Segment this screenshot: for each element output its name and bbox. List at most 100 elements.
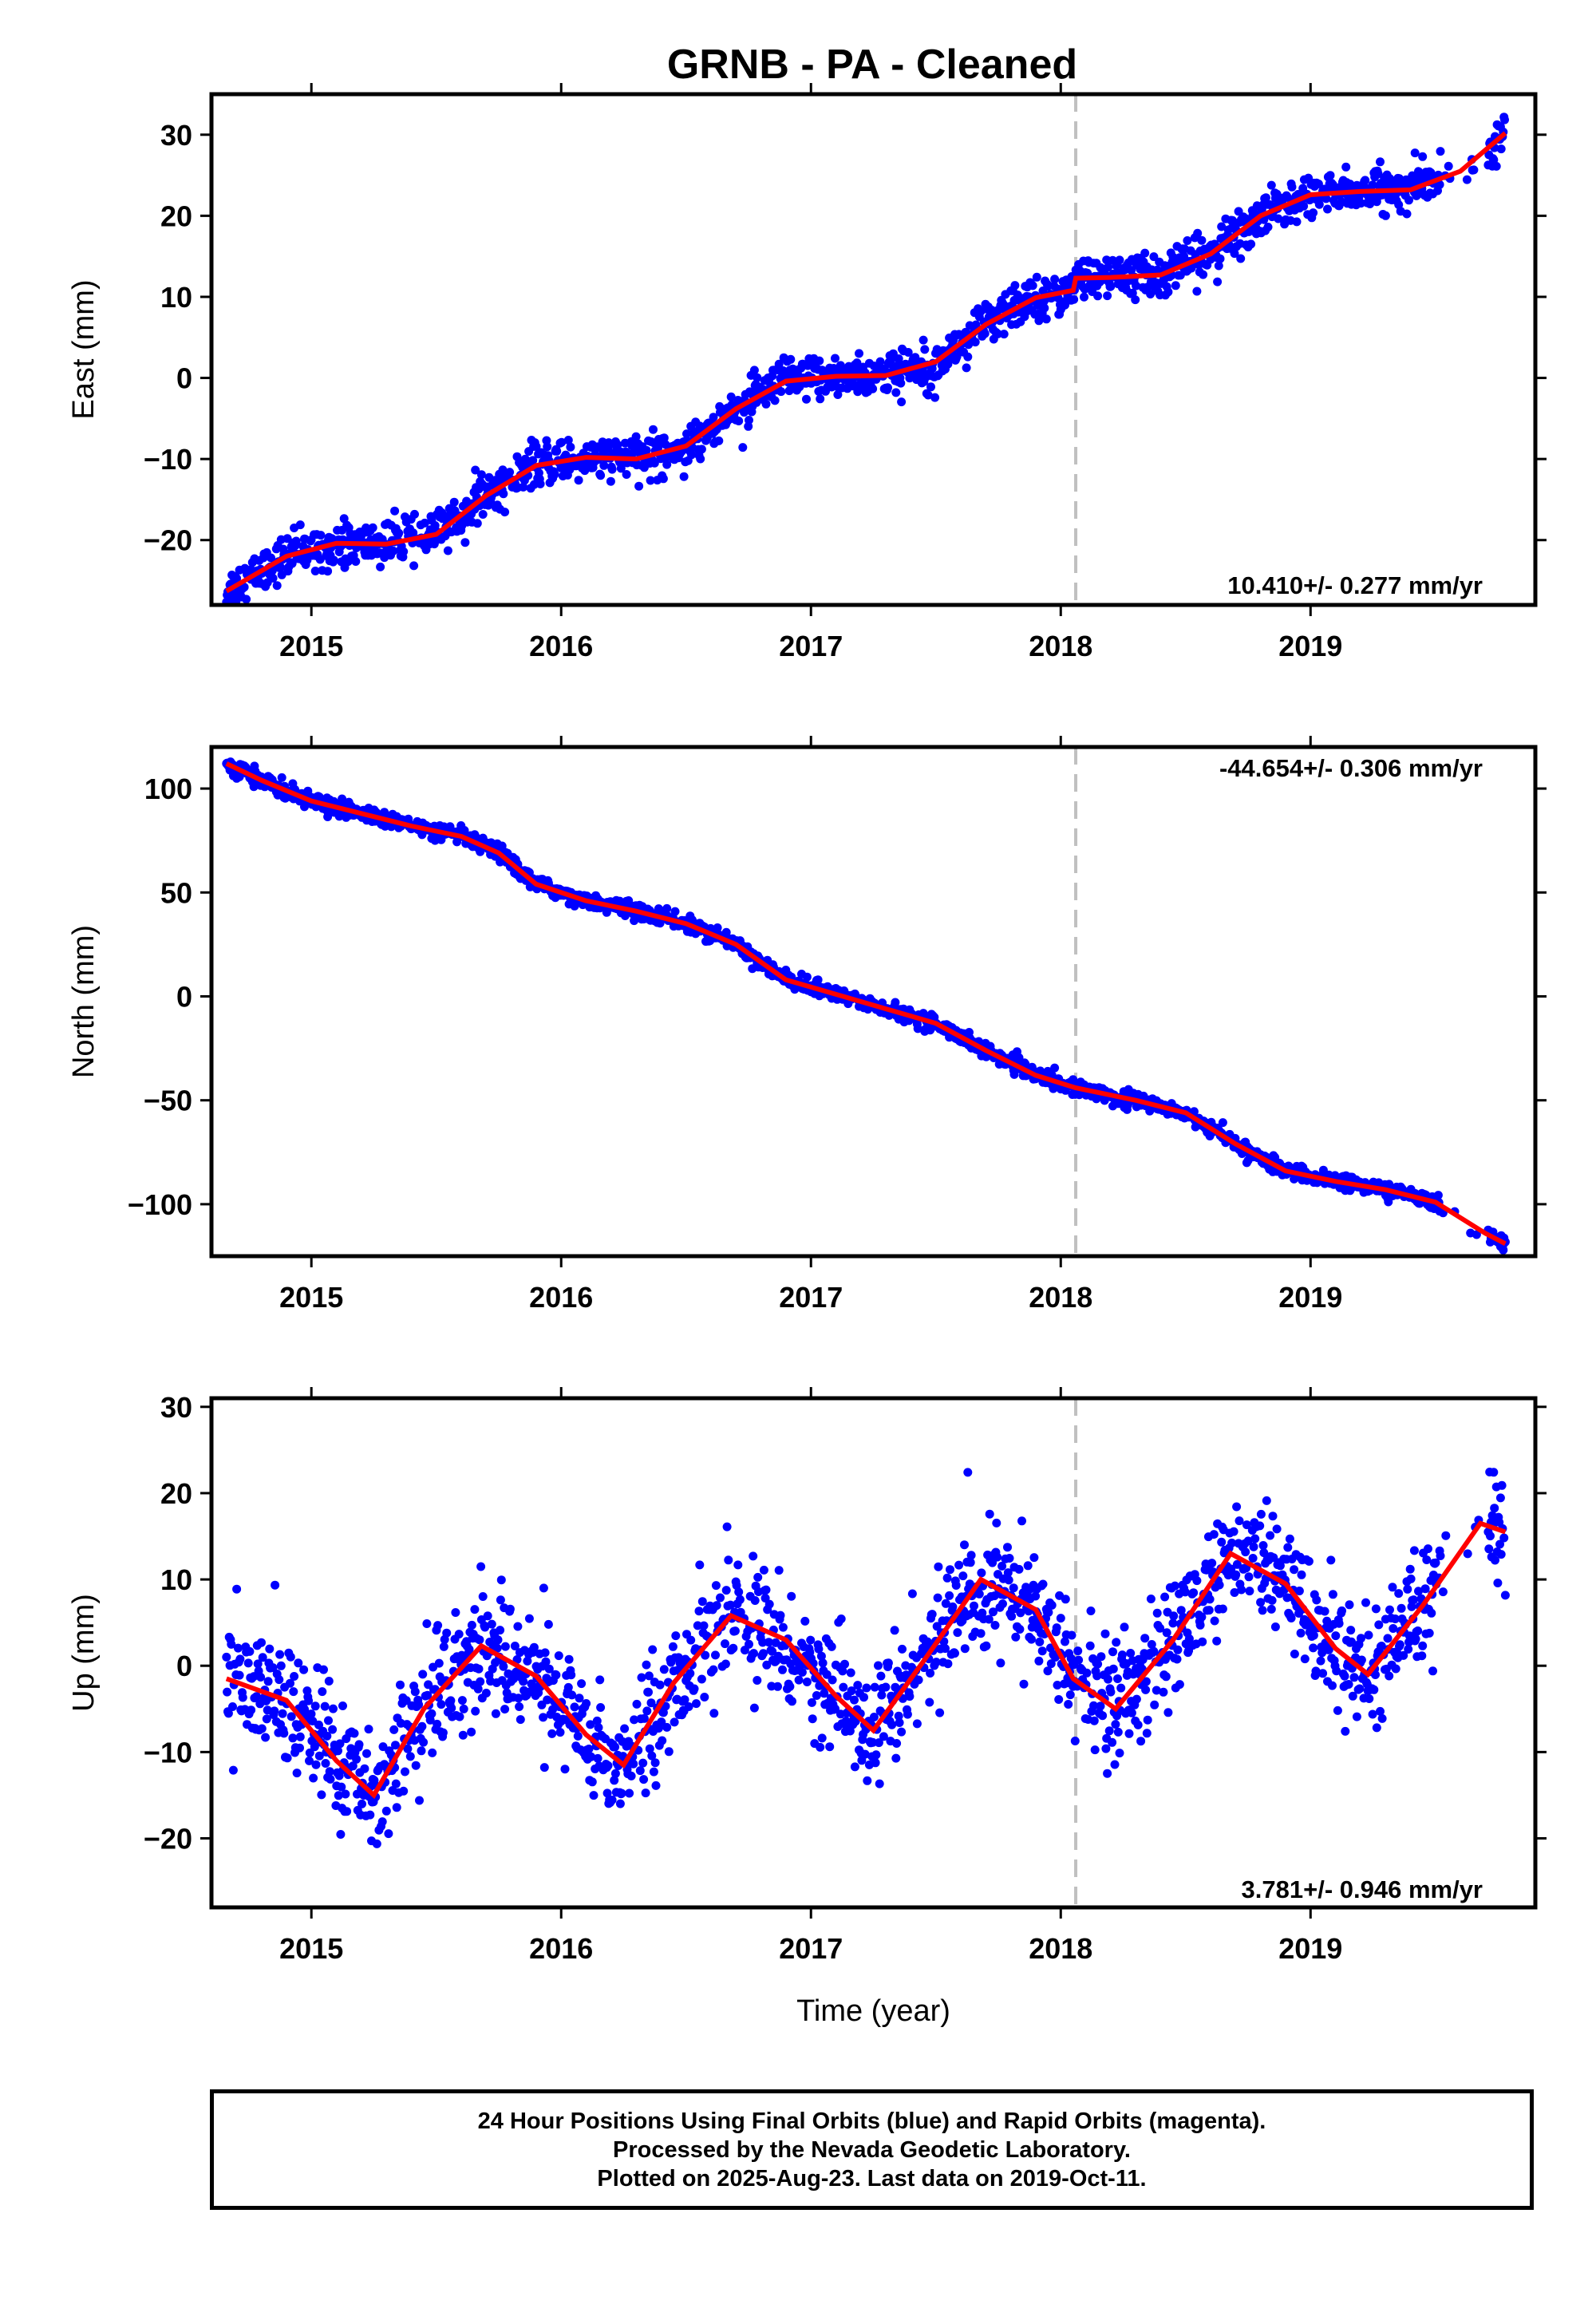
data-point (1499, 1245, 1508, 1255)
y-tick-label: 30 (160, 119, 192, 152)
data-point (1323, 204, 1332, 214)
data-point (1096, 1701, 1105, 1711)
data-point (1098, 1711, 1108, 1721)
data-point (289, 1687, 298, 1697)
data-point (523, 1656, 532, 1666)
data-point (1262, 1496, 1271, 1505)
data-point (1248, 1554, 1258, 1563)
data-point (638, 1758, 648, 1768)
data-point (1385, 1671, 1394, 1681)
data-point (548, 1705, 558, 1714)
data-point (1410, 148, 1420, 158)
data-point (1111, 1720, 1120, 1729)
data-point (446, 1696, 456, 1705)
data-point (892, 1739, 902, 1748)
data-point (277, 773, 286, 782)
data-point (613, 441, 622, 449)
data-point (1104, 263, 1112, 272)
data-point (574, 476, 583, 485)
data-point (1192, 1576, 1202, 1586)
data-point (594, 1723, 603, 1733)
rate-label: 10.410+/- 0.277 mm/yr (1227, 571, 1483, 599)
data-point (430, 521, 440, 530)
data-point (1175, 1680, 1184, 1690)
data-point (689, 1684, 699, 1694)
data-point (295, 520, 305, 530)
data-point (680, 1695, 689, 1705)
fit-line (225, 761, 1507, 1247)
data-point (883, 383, 892, 393)
data-point (649, 425, 658, 434)
x-tick-label: 2019 (1278, 1932, 1342, 1965)
data-point (481, 1689, 491, 1697)
data-point (1258, 1541, 1268, 1550)
plot-frame (209, 745, 1538, 1259)
data-point (510, 1642, 519, 1650)
data-point (1242, 1520, 1251, 1530)
data-point (629, 1759, 638, 1769)
data-point (519, 1677, 528, 1686)
data-point (1256, 1509, 1266, 1519)
footer-line-2: Processed by the Nevada Geodetic Laborat… (613, 2136, 1131, 2163)
data-point (696, 454, 705, 464)
data-point (306, 1709, 316, 1719)
data-point (920, 345, 930, 354)
data-point (596, 471, 606, 480)
data-point (1250, 1534, 1260, 1543)
data-point (1133, 1720, 1143, 1729)
data-point (1108, 1664, 1118, 1674)
data-point (786, 354, 796, 364)
data-point (1348, 1691, 1357, 1701)
data-point (1404, 1645, 1413, 1654)
data-point (1152, 1686, 1161, 1695)
data-point (1346, 1626, 1356, 1635)
data-point (1093, 291, 1103, 301)
data-point (1345, 1600, 1354, 1610)
data-point (827, 1642, 836, 1651)
data-point (451, 1608, 460, 1617)
data-point (496, 1595, 505, 1605)
y-tick-label: 100 (144, 773, 192, 805)
data-point (409, 561, 419, 571)
data-point (1015, 1625, 1025, 1634)
data-point (433, 1719, 442, 1729)
data-point (1016, 1608, 1025, 1618)
data-point (1003, 1568, 1013, 1578)
data-point (943, 1659, 953, 1669)
data-point (500, 1705, 510, 1714)
data-point (813, 975, 823, 985)
data-point (547, 1729, 557, 1738)
data-point (1132, 281, 1141, 290)
data-point (941, 1644, 950, 1654)
data-point (1150, 1700, 1159, 1709)
data-point (903, 1709, 912, 1719)
data-point (1009, 1069, 1019, 1079)
data-point (1110, 1760, 1120, 1769)
data-point (1086, 1607, 1096, 1615)
data-point (1427, 1608, 1436, 1618)
data-point (685, 1669, 695, 1678)
data-point (903, 348, 913, 357)
data-point (480, 1622, 490, 1632)
data-point (602, 1788, 612, 1798)
data-point (701, 1650, 710, 1660)
data-point (806, 1635, 816, 1645)
data-point (1017, 1516, 1026, 1526)
data-point (825, 1742, 835, 1752)
data-point (840, 1659, 849, 1669)
data-point (1337, 1606, 1346, 1615)
data-point (305, 1748, 314, 1757)
data-point (897, 397, 907, 407)
data-point (1140, 248, 1150, 258)
data-point (1376, 157, 1385, 167)
data-point (740, 408, 749, 417)
data-point (697, 445, 706, 454)
data-point (1176, 1606, 1186, 1615)
data-point (543, 1695, 552, 1705)
data-point (980, 329, 990, 338)
data-point (1126, 1649, 1136, 1658)
data-point (930, 393, 940, 402)
data-point (310, 1701, 320, 1711)
data-point (761, 399, 771, 409)
